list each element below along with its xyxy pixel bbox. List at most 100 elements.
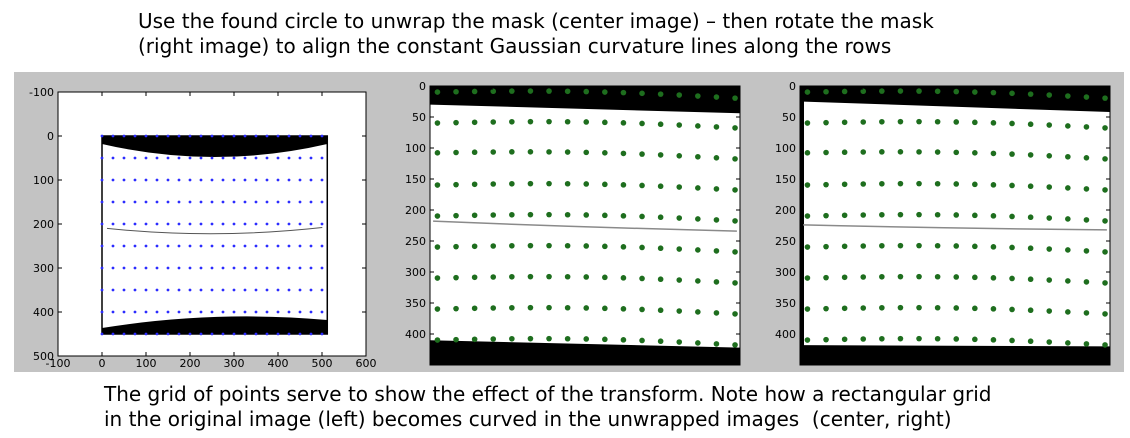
grid-point: [546, 119, 552, 125]
grid-point: [490, 336, 496, 342]
grid-point: [528, 336, 534, 342]
grid-point: [255, 157, 258, 160]
grid-point: [1102, 249, 1108, 255]
grid-point: [935, 274, 941, 280]
grid-point: [310, 267, 313, 270]
grid-point: [211, 201, 214, 204]
grid-point: [916, 181, 922, 187]
grid-point: [1009, 121, 1015, 127]
grid-point: [156, 157, 159, 160]
grid-point: [714, 94, 720, 100]
grid-point: [972, 244, 978, 250]
grid-point: [1102, 187, 1108, 193]
ytick-label: 400: [33, 306, 54, 319]
grid-point: [528, 305, 534, 311]
xtick-label: 600: [356, 357, 377, 370]
grid-point: [435, 306, 441, 312]
grid-point: [156, 333, 159, 336]
grid-point: [123, 135, 126, 138]
grid-point: [156, 245, 159, 248]
grid-point: [1102, 218, 1108, 224]
grid-point: [211, 135, 214, 138]
grid-point: [805, 306, 811, 312]
grid-point: [879, 243, 885, 249]
grid-point: [639, 307, 645, 313]
grid-point: [189, 179, 192, 182]
grid-point: [453, 182, 459, 188]
grid-point: [658, 91, 664, 97]
grid-point: [255, 135, 258, 138]
grid-point: [1009, 245, 1015, 251]
grid-point: [1102, 280, 1108, 286]
grid-point: [178, 311, 181, 314]
grid-point: [211, 179, 214, 182]
grid-point: [565, 88, 571, 94]
grid-point: [472, 243, 478, 249]
grid-point: [898, 243, 904, 249]
grid-point: [200, 223, 203, 226]
grid-point: [860, 243, 866, 249]
axes-right: 050100150200250300350400: [775, 80, 1110, 365]
grid-point: [639, 245, 645, 251]
grid-point: [453, 337, 459, 343]
grid-point: [1028, 91, 1034, 97]
grid-point: [288, 223, 291, 226]
grid-point: [435, 213, 441, 219]
grid-point: [509, 88, 515, 94]
grid-point: [255, 179, 258, 182]
grid-point: [435, 275, 441, 281]
grid-point: [112, 135, 115, 138]
grid-point: [714, 155, 720, 161]
ytick-label: 50: [412, 111, 426, 124]
grid-point: [602, 120, 608, 126]
grid-point: [639, 91, 645, 97]
grid-point: [112, 333, 115, 336]
grid-point: [639, 276, 645, 282]
grid-point: [860, 305, 866, 311]
grid-point: [244, 179, 247, 182]
grid-point: [860, 181, 866, 187]
grid-point: [583, 243, 589, 249]
grid-point: [583, 89, 589, 95]
grid-point: [583, 119, 589, 125]
grid-point: [732, 218, 738, 224]
grid-point: [244, 333, 247, 336]
grid-point: [233, 179, 236, 182]
grid-point: [565, 243, 571, 249]
grid-point: [472, 336, 478, 342]
grid-point: [695, 247, 701, 253]
grid-point: [134, 333, 137, 336]
grid-point: [1009, 214, 1015, 220]
grid-point: [1084, 186, 1090, 192]
grid-point: [435, 244, 441, 250]
grid-point: [639, 183, 645, 189]
grid-point: [233, 289, 236, 292]
grid-point: [101, 179, 104, 182]
grid-point: [860, 149, 866, 155]
grid-point: [288, 179, 291, 182]
grid-point: [472, 149, 478, 155]
grid-point: [288, 311, 291, 314]
grid-point: [583, 212, 589, 218]
grid-point: [621, 306, 627, 312]
grid-point: [189, 201, 192, 204]
grid-point: [244, 201, 247, 204]
grid-point: [1102, 156, 1108, 162]
grid-point: [288, 135, 291, 138]
grid-point: [528, 149, 534, 155]
grid-point: [211, 289, 214, 292]
grid-point: [490, 119, 496, 125]
grid-point: [222, 157, 225, 160]
grid-point: [233, 135, 236, 138]
grid-point: [935, 149, 941, 155]
grid-point: [991, 244, 997, 250]
axes-left: -1000100200300400500-100 0 100 200 300 400 500…: [29, 86, 376, 370]
grid-point: [233, 201, 236, 204]
grid-point: [621, 213, 627, 219]
grid-point: [101, 201, 104, 204]
grid-point: [277, 333, 280, 336]
grid-point: [490, 88, 496, 94]
grid-point: [123, 267, 126, 270]
grid-point: [602, 306, 608, 312]
